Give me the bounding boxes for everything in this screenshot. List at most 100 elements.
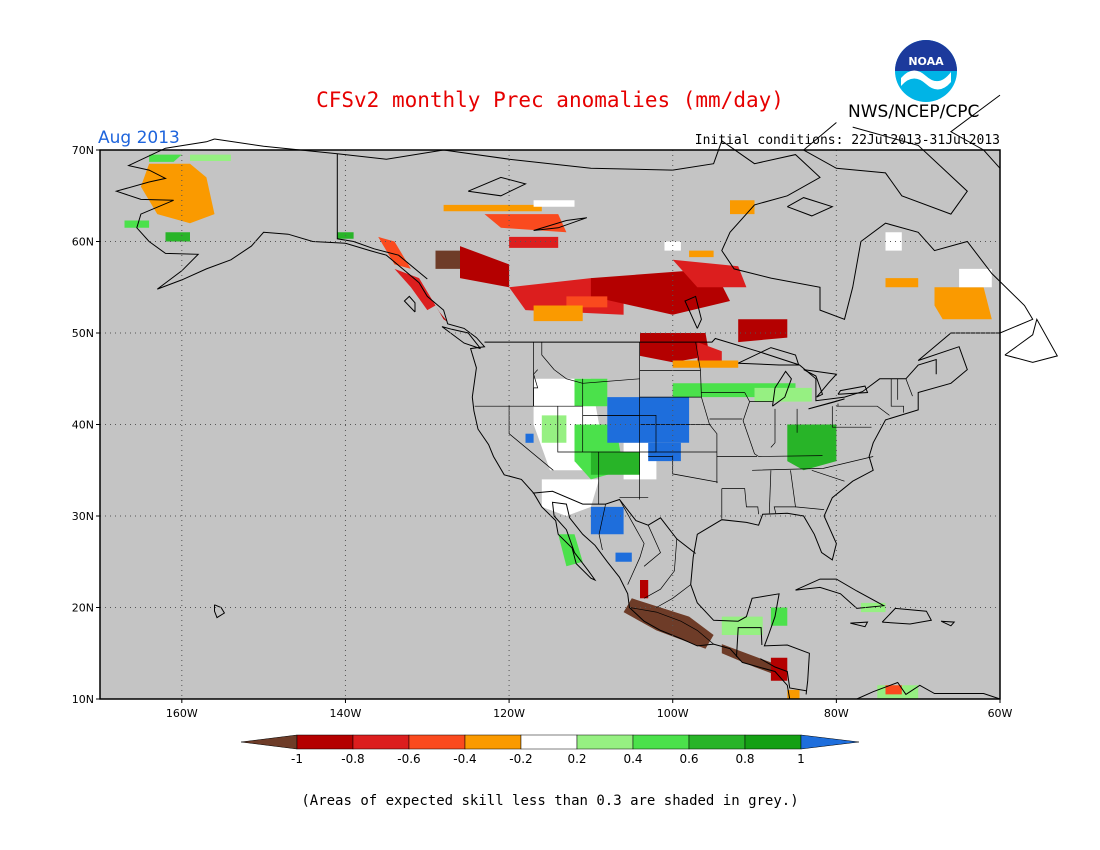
colorbar-tick-label: -0.6: [397, 752, 420, 766]
lon-label: 80W: [824, 707, 849, 720]
coastline-southampton: [787, 197, 834, 217]
anomaly-region: [533, 305, 583, 322]
colorbar-box: [296, 734, 354, 750]
lat-label: 30N: [72, 510, 94, 523]
anomaly-region: [443, 204, 542, 212]
anomaly-region: [149, 154, 182, 162]
coastline-puerto-rico: [940, 620, 956, 627]
anomaly-region: [770, 657, 788, 681]
coastline-hispaniola: [881, 607, 933, 625]
colorbar-tick-label: -0.2: [509, 752, 532, 766]
coastlines-and-borders: [114, 94, 1059, 700]
latitude-labels: 10N 20N 30N 40N 50N 60N 70N: [72, 144, 100, 706]
colorbar-tick-labels: -1 -0.8 -0.6 -0.4 -0.2 0.2 0.4 0.6 0.8 1: [291, 752, 805, 766]
colorbar-box: [744, 734, 802, 750]
anomaly-region: [460, 246, 510, 288]
lat-label: 60N: [72, 236, 94, 249]
anomaly-region: [590, 506, 624, 535]
initial-conditions: Initial conditions: 22Jul2013-31Jul2013: [694, 133, 1000, 148]
lat-label: 20N: [72, 602, 94, 615]
anomaly-region: [885, 685, 902, 695]
lon-label: 160W: [166, 707, 198, 720]
colorbar-lower-extend: [240, 734, 298, 750]
coastline-cuba: [795, 578, 886, 609]
state-border: [770, 408, 776, 448]
state-border: [742, 392, 759, 457]
state-border: [773, 470, 796, 514]
great-bear-lake: [468, 176, 527, 197]
state-border: [598, 415, 657, 453]
lake-erie: [808, 398, 845, 410]
anomaly-region: [672, 360, 739, 368]
border-alaska-canada: [336, 153, 428, 280]
anomaly-region: [190, 154, 231, 161]
colorbar-box: [576, 734, 634, 750]
anomaly-region: [541, 479, 600, 516]
anomaly-region: [533, 200, 575, 207]
border-mexico-guatemala: [736, 627, 763, 657]
chart-title: CFSv2 monthly Prec anomalies (mm/day): [316, 88, 784, 112]
anomaly-region: [378, 236, 411, 269]
longitude-labels: 160W 140W 120W 100W 80W 60W: [166, 699, 1013, 720]
anomaly-region: [124, 220, 150, 228]
colorbar-box: [408, 734, 466, 750]
lat-lon-grid: [100, 150, 1000, 699]
anomaly-region: [934, 287, 992, 320]
lon-label: 60W: [988, 707, 1013, 720]
colorbar-box: [688, 734, 746, 750]
anomaly-region: [140, 163, 215, 224]
lat-label: 40N: [72, 419, 94, 432]
state-border: [795, 506, 825, 510]
lon-label: 140W: [330, 707, 362, 720]
anomaly-region: [640, 580, 649, 599]
anomaly-region: [697, 342, 722, 365]
anomaly-region: [770, 607, 788, 626]
colorbar-tick-label: 0.2: [567, 752, 586, 766]
coastline-vancouver-island: [441, 326, 481, 350]
skill-footnote: (Areas of expected skill less than 0.3 a…: [301, 793, 799, 809]
mexico-state-border: [619, 499, 645, 585]
anomaly-region: [394, 268, 436, 311]
coastline-jamaica: [850, 621, 869, 628]
state-border: [721, 488, 759, 515]
great-slave-lake: [533, 217, 587, 231]
anomaly-region: [738, 319, 788, 343]
anomaly-region: [558, 534, 583, 567]
lake-huron: [803, 369, 838, 398]
border-central-america: [760, 658, 807, 692]
anomaly-region: [754, 387, 812, 402]
colorbar-box: [352, 734, 410, 750]
anomaly-region: [721, 644, 780, 677]
border-us-mexico: [532, 490, 696, 554]
coastline-newfoundland: [1004, 317, 1059, 363]
mexico-state-border: [643, 525, 661, 567]
lake-superior: [737, 347, 800, 366]
colorbar-tick-label: -0.4: [453, 752, 476, 766]
colorbar-tick-label: 0.8: [735, 752, 754, 766]
mexico-state-border: [643, 538, 678, 599]
state-border: [758, 455, 823, 457]
anomaly-region: [623, 598, 714, 649]
state-border: [890, 378, 904, 413]
lon-label: 100W: [657, 707, 689, 720]
coastline-haida-gwaii: [403, 295, 416, 313]
noaa-logo: NOAA: [895, 40, 957, 102]
border-us-canada: [484, 337, 937, 402]
mexico-state-border: [598, 504, 606, 550]
colorbar-box: [464, 734, 522, 750]
lat-label: 10N: [72, 693, 94, 706]
anomaly-region: [165, 232, 190, 242]
coastline-north-america: [214, 138, 1034, 695]
state-border: [582, 378, 640, 384]
coastline-south-america: [856, 681, 1001, 700]
colorbar-boxes: [240, 734, 860, 750]
colorbar-tick-label: -0.8: [341, 752, 364, 766]
colorbar-box: [632, 734, 690, 750]
lake-winnipeg: [684, 295, 702, 329]
colorbar-tick-label: 0.6: [679, 752, 698, 766]
noaa-logo-upper-half: [895, 40, 957, 71]
anomaly-region: [664, 241, 681, 251]
mexico-state-border: [656, 584, 691, 608]
state-border: [768, 470, 772, 514]
colorbar-tick-label: 0.4: [623, 752, 642, 766]
